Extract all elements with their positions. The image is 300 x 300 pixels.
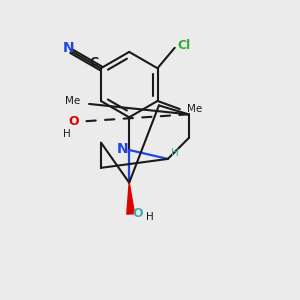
- Text: O: O: [133, 207, 143, 220]
- Text: Cl: Cl: [178, 39, 191, 52]
- Text: Me: Me: [187, 104, 202, 114]
- Text: H: H: [63, 129, 71, 139]
- Text: N: N: [117, 142, 128, 155]
- Polygon shape: [127, 183, 134, 214]
- Text: C: C: [89, 56, 98, 69]
- Text: H: H: [146, 212, 154, 222]
- Text: O: O: [68, 115, 79, 128]
- Text: H: H: [171, 148, 179, 158]
- Text: Me: Me: [65, 96, 80, 106]
- Text: N: N: [63, 41, 75, 55]
